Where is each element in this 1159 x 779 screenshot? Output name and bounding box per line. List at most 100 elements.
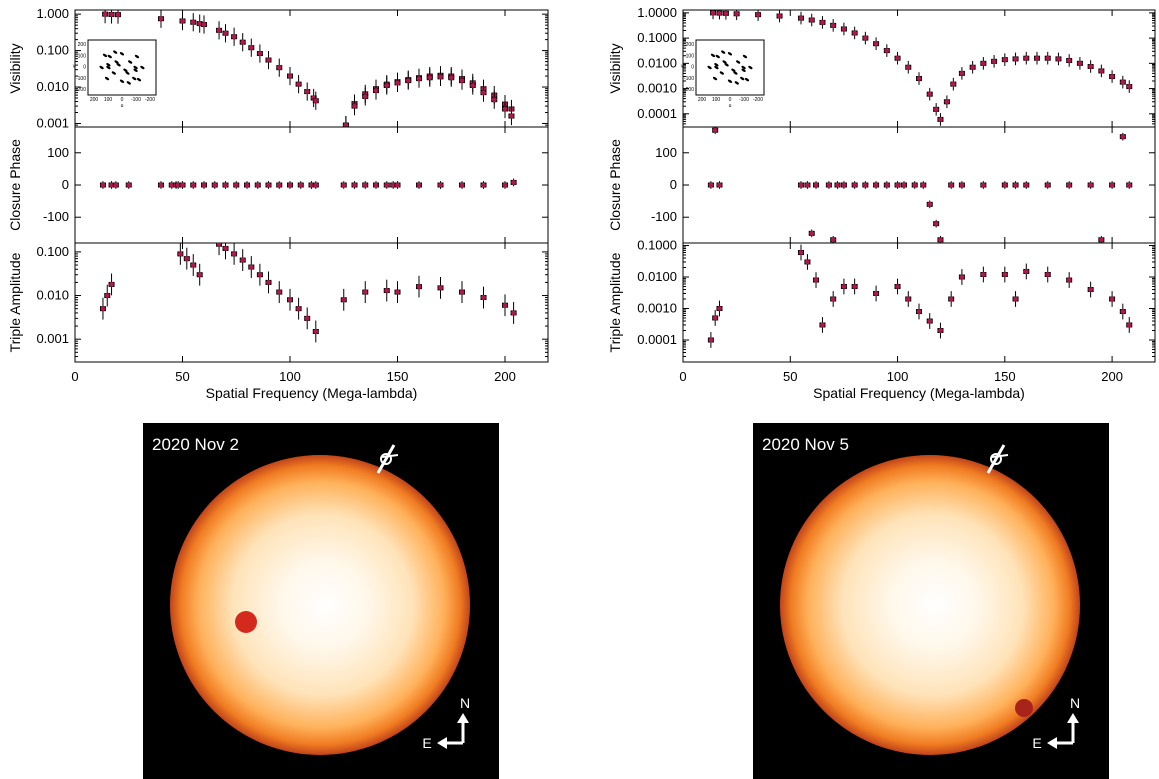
- model-point: [1002, 57, 1008, 63]
- uv-point: [113, 50, 118, 54]
- model-point: [798, 15, 804, 21]
- series-1: [99, 243, 517, 343]
- model-point: [1066, 182, 1072, 188]
- y-tick-label: 0.0010: [637, 300, 677, 315]
- chart-panel-2: 1.0000 0.1000 0.0100 0.0010 0.0001 Visibility…: [607, 5, 1156, 401]
- uv-point: [126, 81, 131, 85]
- model-point: [820, 322, 825, 328]
- data-layer: [707, 244, 1133, 348]
- uv-point: [741, 65, 746, 70]
- model-point: [373, 88, 379, 93]
- model-point: [841, 284, 847, 289]
- model-point: [734, 11, 740, 17]
- y-axis-title: Closure Phase: [607, 139, 623, 231]
- data-layer: [99, 178, 517, 189]
- model-point: [511, 180, 516, 185]
- y-axis-title: Closure Phase: [7, 139, 23, 231]
- uv-point: [742, 54, 748, 59]
- model-point: [341, 297, 347, 303]
- model-point: [201, 182, 207, 188]
- uv-point: [721, 50, 726, 54]
- uv-point: [107, 54, 112, 59]
- subplot-closure-phase: 100 0 -100 Closure Phase: [607, 126, 1156, 244]
- inset-y-tick-label: -200: [76, 87, 86, 93]
- model-point: [438, 74, 443, 80]
- model-point: [873, 291, 879, 296]
- inset-y-tick-label: 0: [83, 65, 86, 71]
- inset-y-label: v: [681, 64, 684, 70]
- x-tick-label: 100: [279, 369, 301, 384]
- subplot-visibility: 1.000 0.100 0.010 0.001 Visibility 200 100 0 -10…: [7, 6, 549, 130]
- y-tick-label: 0.0001: [637, 332, 677, 347]
- uv-point: [733, 71, 738, 75]
- plot-frame: [682, 126, 1156, 244]
- series-2: [342, 67, 515, 127]
- y-tick-label: 0.1000: [637, 30, 677, 45]
- uv-point: [736, 60, 741, 64]
- uv-point: [727, 79, 733, 83]
- model-point: [113, 182, 119, 188]
- y-tick-label: 0.1000: [637, 237, 677, 252]
- model-point: [362, 289, 368, 295]
- model-point: [240, 39, 246, 45]
- model-point: [805, 259, 810, 265]
- model-point: [1056, 56, 1061, 62]
- model-point: [362, 182, 368, 188]
- uv-point: [134, 54, 140, 59]
- uv-point: [125, 71, 130, 75]
- model-point: [1126, 322, 1132, 328]
- model-point: [109, 12, 114, 17]
- uv-point: [731, 68, 736, 72]
- model-point: [257, 272, 263, 278]
- model-point: [459, 182, 465, 188]
- y-axis-title: Triple Amplitude: [607, 252, 623, 352]
- y-tick-label: -100: [43, 209, 69, 224]
- compass-north-label: N: [460, 695, 470, 711]
- model-point: [852, 30, 858, 36]
- surface-image-1: 2020 Nov 2 N E: [143, 423, 499, 779]
- model-point: [798, 250, 804, 255]
- inset-x-tick-label: -100: [131, 97, 141, 103]
- uv-point: [133, 68, 138, 72]
- model-point: [180, 182, 185, 188]
- model-point: [257, 51, 263, 56]
- uv-point: [734, 81, 739, 85]
- x-tick-label: 200: [1101, 369, 1123, 384]
- model-point: [481, 295, 486, 300]
- image-date-label: 2020 Nov 2: [152, 435, 239, 454]
- model-point: [927, 201, 933, 207]
- inset-x-tick-label: 200: [90, 97, 99, 103]
- model-point: [287, 297, 293, 303]
- y-tick-label: 0.100: [36, 43, 69, 58]
- model-point: [1002, 272, 1008, 277]
- model-point: [895, 55, 900, 61]
- model-point: [276, 182, 282, 188]
- y-tick-label: 0: [670, 177, 677, 192]
- model-point: [830, 237, 836, 243]
- x-axis-title: Spatial Frequency (Mega-lambda): [813, 385, 1025, 401]
- inset-x-tick-label: 100: [712, 97, 721, 103]
- x-tick-label: 0: [679, 369, 686, 384]
- uv-point: [714, 65, 719, 70]
- y-tick-label: -100: [651, 209, 677, 224]
- model-point: [343, 122, 349, 127]
- y-axis-title: Visibility: [7, 43, 23, 93]
- model-point: [1120, 309, 1126, 314]
- model-point: [248, 45, 254, 51]
- subplot-triple-amplitude: 0.1000 0.0100 0.0010 0.0001 Triple Amplitude: [607, 237, 1156, 363]
- model-point: [313, 329, 319, 334]
- marker-icon: [376, 444, 399, 474]
- y-axis-title: Visibility: [607, 43, 623, 93]
- model-point: [1066, 58, 1072, 63]
- uv-point: [712, 76, 718, 81]
- model-point: [852, 182, 858, 188]
- model-point: [826, 182, 832, 188]
- model-point: [980, 272, 986, 277]
- y-tick-label: 0.001: [36, 331, 69, 346]
- model-point: [841, 26, 847, 32]
- model-point: [895, 284, 900, 289]
- model-point: [708, 182, 714, 188]
- model-point: [100, 306, 106, 312]
- model-point: [862, 182, 868, 188]
- model-point: [352, 103, 357, 109]
